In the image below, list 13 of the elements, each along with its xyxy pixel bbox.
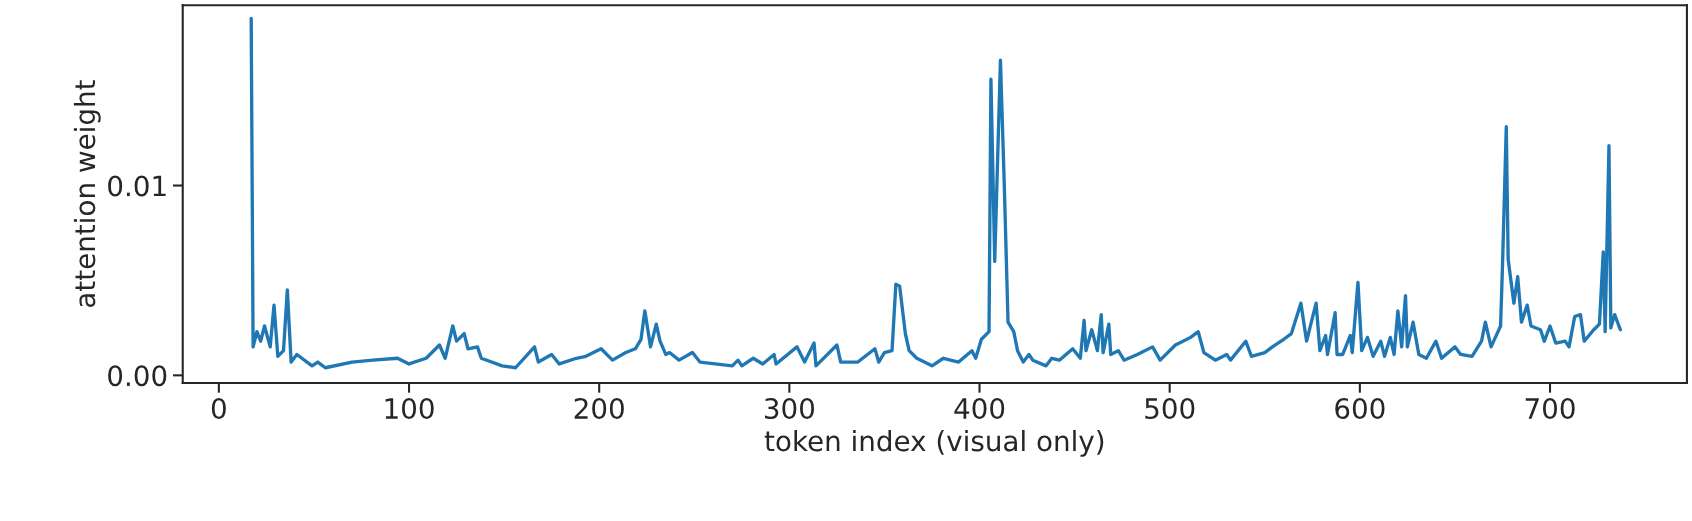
x-axis-title: token index (visual only) — [764, 429, 1104, 457]
x-tick-label: 0 — [211, 398, 226, 420]
y-tick-label: 0.00 — [108, 365, 167, 387]
x-tick-label: 200 — [574, 398, 624, 420]
x-tick-label: 100 — [385, 398, 434, 420]
x-tick-label: 300 — [764, 398, 815, 420]
y-tick-label: 0.01 — [108, 175, 166, 197]
line-series — [249, 16, 1623, 370]
x-tick-label: 700 — [1525, 398, 1575, 420]
x-tick-label: 600 — [1335, 398, 1385, 420]
x-tick-label: 400 — [954, 398, 1005, 420]
y-axis-title: attention weight — [73, 80, 101, 307]
x-tick-label: 500 — [1145, 398, 1195, 420]
